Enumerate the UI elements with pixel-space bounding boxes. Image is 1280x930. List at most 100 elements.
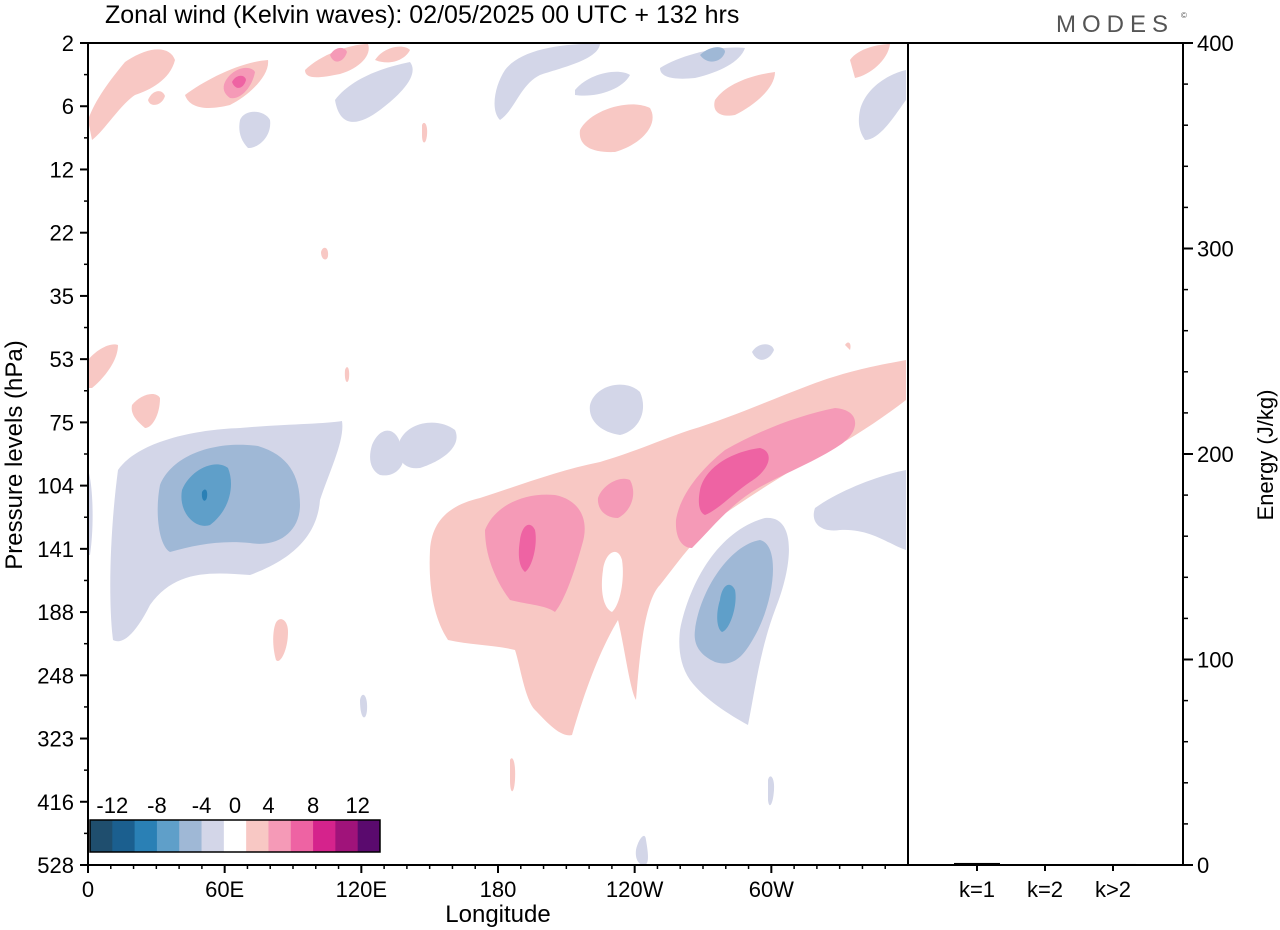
blue-contour-mid2 [398,422,457,469]
wavenumber-label: k=1 [959,877,995,902]
pressure-tick-label: 188 [37,600,74,625]
pressure-tick-label: 75 [50,410,74,435]
pink-contour-4-center [485,494,585,612]
pink-contour-4-right [675,408,856,548]
contour-field [88,43,906,865]
chart-title: Zonal wind (Kelvin waves): 02/05/2025 00… [105,1,739,29]
colorbar-swatch [156,820,180,852]
colorbar-swatch [90,820,113,852]
colorbar-swatch [268,820,292,852]
colorbar-swatch [223,820,247,852]
colorbar-swatch [201,820,225,852]
pink-contour-4-top-b [330,47,347,62]
blue-contour-top-6 [239,111,271,148]
pink-contour-left-53 [88,344,118,388]
pressure-axis-label: Pressure levels (hPa) [1,340,28,569]
blue-contour-bottom-a [635,835,648,865]
colorbar-swatch [179,820,203,852]
pressure-tick-label: 35 [50,284,74,309]
pink-contour-top-g [148,91,165,105]
blue-contour-mid [370,430,404,476]
pink-contour-small-e [344,367,350,382]
energy-tick-label: 200 [1197,442,1234,467]
contour-holes [601,551,623,612]
pink-contour-top-f [375,46,410,63]
colorbar-tick-label: -4 [192,793,212,818]
pressure-tick-label: 6 [62,94,74,119]
pink-contour-top-left [88,49,175,140]
blue-contour-small-a [752,344,774,360]
positive-2-contours [88,44,906,792]
pink-contour-small-a [321,247,329,260]
colorbar-tick-label: -12 [96,793,128,818]
colorbar-tick-label: 12 [345,793,369,818]
pink-contour-6-center [518,524,536,572]
pink-contour-small-b [273,619,288,661]
colorbar-swatch [134,820,158,852]
positive-4-contours [223,47,856,612]
pink-contour-top-e [850,44,890,78]
pressure-tick-label: 528 [37,853,74,878]
wavenumber-label: k=2 [1027,877,1063,902]
colorbar-tick-label: 8 [307,793,319,818]
blue-contour-6-right [717,584,736,632]
pink-contour-small-f [845,342,851,350]
positive-6-contours [232,75,769,572]
pink-contour-top-d [714,72,775,116]
blue-contour-top-3 [660,47,745,79]
pressure-tick-label: 104 [37,474,74,499]
energy-axis: 0 100 200 300 400 [1183,31,1234,878]
blue-contour-top-1 [494,43,600,120]
pink-contour-6-right [698,448,769,515]
blue-contour-4-top [700,47,725,62]
wavenumber-label: k>2 [1095,877,1131,902]
blue-contour-top-4 [858,70,906,140]
longitude-axis: 0 60E 120E 180 120W 60W [82,865,886,902]
colorbar-tick-label: 0 [229,793,241,818]
modes-logo-text: MODES [1056,11,1174,38]
pressure-tick-label: 53 [50,347,74,372]
longitude-tick-label: 120W [606,877,664,902]
longitude-tick-label: 60E [205,877,244,902]
pink-contour-4-small [597,478,634,518]
modes-logo-mark: © [1181,11,1193,20]
blue-contour-top-2 [335,62,413,122]
negative-6-contours [181,464,736,632]
energy-bar [1090,863,1136,865]
blue-contour-bottom-c [360,694,368,718]
energy-panel-frame [907,42,1184,866]
pink-contour-top-c [579,104,653,153]
colorbar-labels: -12 -8 -4 0 4 8 12 [96,793,370,818]
blue-contour-bottom-b [768,776,775,806]
longitude-tick-label: 180 [480,877,517,902]
pink-contour-small-c [510,758,516,792]
colorbar-swatch [313,820,336,852]
colorbar-swatch [112,820,136,852]
colorbar-frame [89,819,381,853]
blue-contour-left-edge [88,470,93,555]
pressure-axis: 2 6 12 22 35 53 75 104 141 188 248 323 416 528 [37,31,88,878]
pressure-tick-label: 141 [37,537,74,562]
energy-tick-label: 300 [1197,237,1234,262]
colorbar-tick-label: 4 [262,793,274,818]
energy-tick-label: 100 [1197,648,1234,673]
pressure-tick-label: 12 [50,157,74,182]
modes-logo: MODES © [1056,11,1193,38]
pressure-tick-label: 22 [50,221,74,246]
colorbar-swatch [335,820,359,852]
blue-contour-right-edge [813,470,906,550]
pressure-tick-label: 416 [37,790,74,815]
longitude-axis-label: Longitude [445,901,550,928]
colorbar-tick-label: -8 [147,793,167,818]
pink-contour-6-top [232,75,246,88]
longitude-tick-label: 60W [749,877,794,902]
blue-contour-top-5 [575,71,630,96]
blue-contour-4-left [157,444,300,552]
hole-inside-band [601,551,623,612]
longitude-tick-label: 120E [336,877,387,902]
energy-axis-label: Energy (J/kg) [1253,390,1278,521]
energy-bar [954,862,1000,865]
pressure-tick-label: 2 [62,31,74,56]
blue-contour-6-core [201,489,208,501]
